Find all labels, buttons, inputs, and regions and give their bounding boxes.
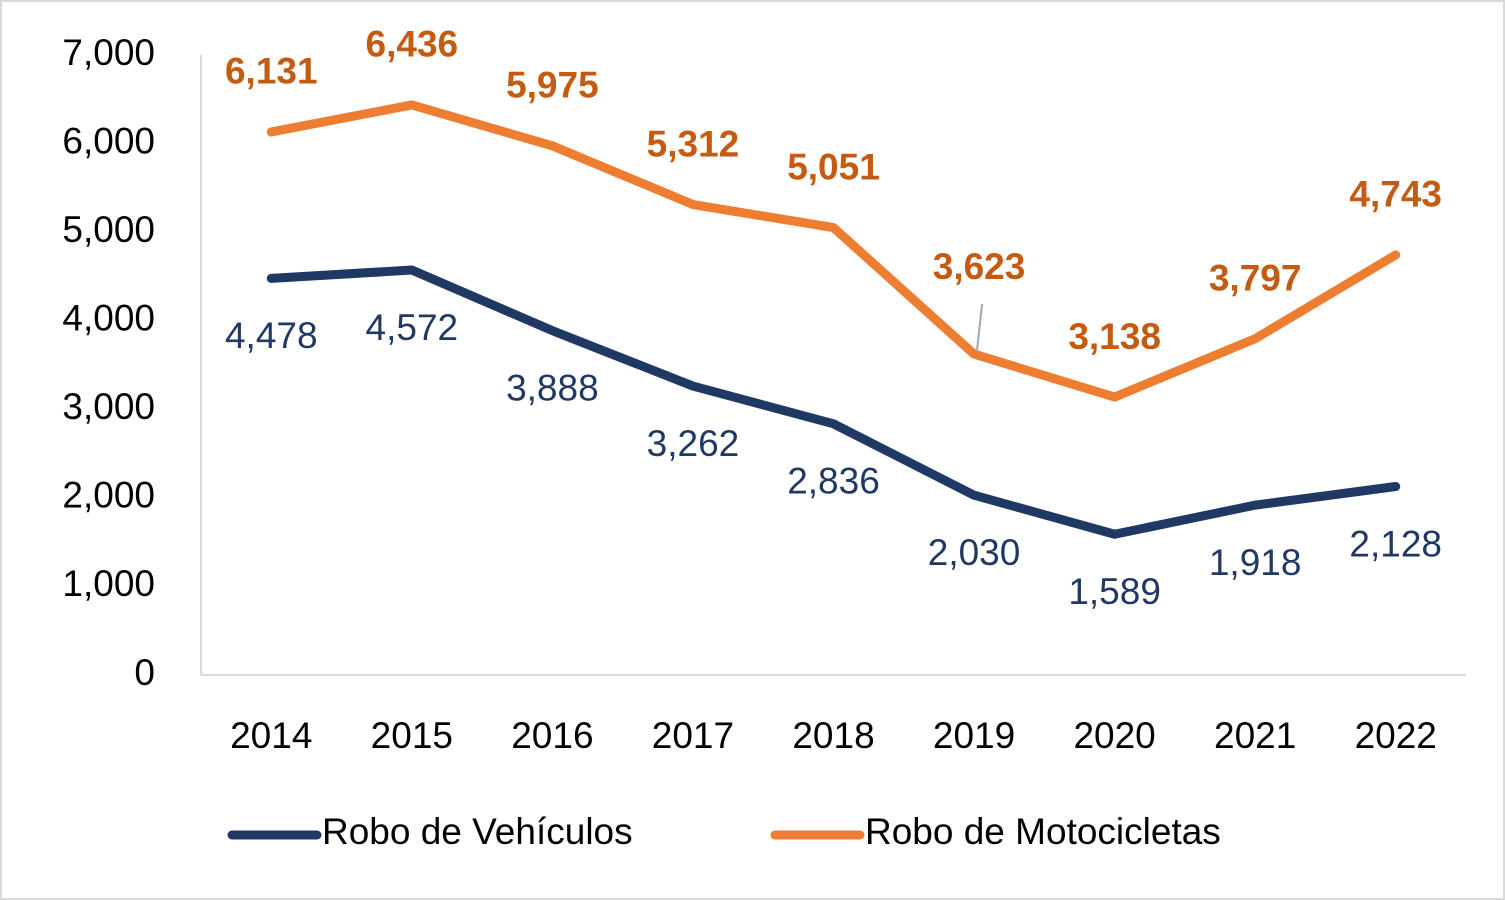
y-tick-label: 0 — [134, 652, 155, 693]
data-label: 3,888 — [506, 367, 599, 408]
x-tick-label: 2015 — [371, 715, 453, 756]
x-tick-label: 2017 — [652, 715, 734, 756]
x-tick-label: 2018 — [792, 715, 874, 756]
data-label: 4,572 — [366, 307, 459, 348]
data-label: 5,051 — [787, 146, 880, 187]
y-tick-label: 5,000 — [62, 209, 155, 250]
y-tick-label: 1,000 — [62, 563, 155, 604]
data-label: 3,623 — [933, 246, 1026, 287]
data-label: 2,128 — [1349, 523, 1442, 564]
legend-label: Robo de Vehículos — [322, 811, 633, 852]
data-label: 4,743 — [1349, 174, 1442, 215]
data-label: 6,131 — [225, 51, 318, 92]
y-tick-label: 4,000 — [62, 297, 155, 338]
data-label: 4,478 — [225, 315, 318, 356]
y-tick-label: 3,000 — [62, 386, 155, 427]
x-tick-label: 2022 — [1355, 715, 1437, 756]
y-tick-label: 6,000 — [62, 120, 155, 161]
data-label: 5,975 — [506, 65, 599, 106]
series-line — [266, 265, 1401, 539]
y-tick-label: 2,000 — [62, 475, 155, 516]
x-tick-label: 2021 — [1214, 715, 1296, 756]
data-label: 2,836 — [787, 461, 880, 502]
legend-label: Robo de Motocicletas — [865, 811, 1221, 852]
data-label: 1,589 — [1068, 571, 1161, 612]
data-label: 3,262 — [647, 423, 740, 464]
x-tick-label: 2019 — [933, 715, 1015, 756]
series-line — [266, 100, 1401, 402]
y-tick-label: 7,000 — [62, 32, 155, 73]
x-tick-label: 2020 — [1073, 715, 1155, 756]
data-label: 5,312 — [647, 123, 740, 164]
data-label: 2,030 — [928, 532, 1021, 573]
x-tick-label: 2014 — [230, 715, 312, 756]
data-label: 3,797 — [1209, 257, 1302, 298]
data-label: 6,436 — [366, 24, 459, 65]
leader-line — [976, 303, 984, 351]
data-label: 1,918 — [1209, 542, 1302, 583]
data-label: 3,138 — [1068, 316, 1161, 357]
x-tick-label: 2016 — [511, 715, 593, 756]
